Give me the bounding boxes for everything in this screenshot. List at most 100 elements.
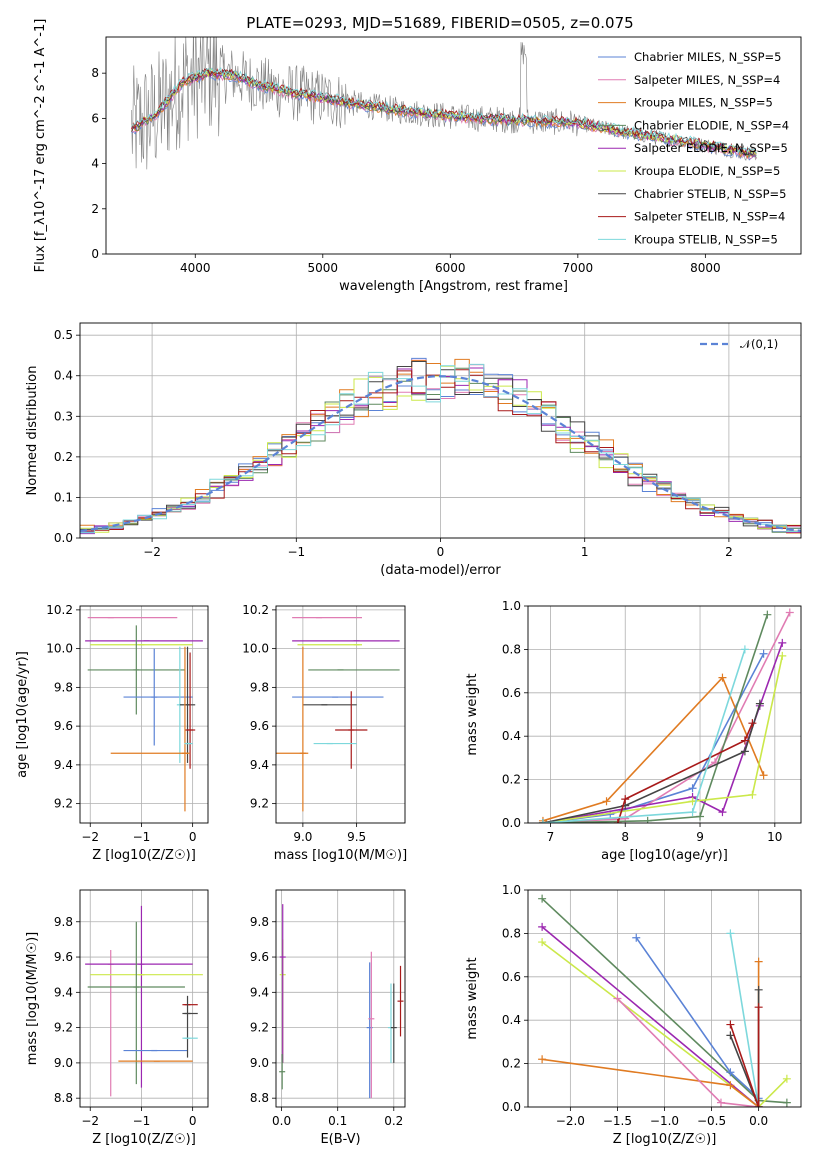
mass-weight-vs-age-panel: 7 8 9 10 0.0 0.2 0.4 0.6 0.8 1.0 age [log10(age/yr… [465, 599, 802, 863]
histogram-steps [80, 357, 801, 535]
weight-point-marker [785, 608, 794, 617]
legend-entry: Salpeter MILES, N_SSP=4 [634, 73, 780, 87]
weight-point-marker [643, 816, 652, 823]
weight-point-marker [716, 1098, 725, 1107]
x-tick-label: 8000 [690, 261, 721, 275]
y-axis-label: mass weight [465, 957, 480, 1039]
y-tick-label: 9.6 [250, 719, 269, 733]
spectrum-lines [131, 37, 757, 170]
y-tick-label: 0.6 [502, 686, 521, 700]
legend-entry: Salpeter STELIB, N_SSP=4 [634, 210, 785, 224]
legend-entry: Kroupa MILES, N_SSP=5 [634, 96, 773, 110]
axes-frame [527, 605, 802, 824]
y-tick-label: 1.0 [502, 883, 521, 897]
y-tick-label: 9.8 [250, 680, 269, 694]
y-tick-label: 9.0 [54, 1056, 73, 1070]
weight-point-marker [621, 795, 630, 804]
axes-frame [527, 889, 802, 1108]
x-tick-label: 9.0 [293, 830, 312, 844]
weight-point-marker [754, 1103, 763, 1107]
y-tick-label: 0.0 [502, 1100, 521, 1114]
axes-frame [79, 322, 802, 539]
weight-lines [538, 608, 794, 823]
errorbars [85, 617, 203, 812]
legend-entry: 𝒩(0,1) [740, 337, 778, 351]
y-tick-label: 6 [91, 111, 99, 125]
y-tick-label: 9.8 [250, 915, 269, 929]
x-axis-label: age [log10(age/yr)] [601, 848, 728, 863]
observed-spectrum [131, 37, 757, 170]
weight-point-marker [759, 649, 768, 658]
x-tick-label: 0 [189, 830, 197, 844]
x-axis-label: mass [log10(M/M☉)] [274, 848, 407, 863]
model-spectrum [131, 68, 757, 156]
errorbars [276, 617, 400, 812]
axes-frame [79, 889, 209, 1108]
weight-point-marker [696, 812, 705, 821]
x-tick-label: 5000 [308, 261, 339, 275]
weight-series-line [542, 614, 769, 823]
errorbars [85, 905, 203, 1097]
weight-point-marker [613, 994, 622, 1003]
y-tick-label: 0.8 [502, 642, 521, 656]
x-tick-label: 0 [189, 1114, 197, 1128]
y-tick-label: 9.0 [250, 1056, 269, 1070]
y-tick-label: 9.2 [54, 797, 73, 811]
x-tick-label: −1 [133, 1114, 151, 1128]
y-tick-label: 0 [91, 247, 99, 261]
y-tick-label: 10.0 [242, 642, 269, 656]
x-tick-label: −0.5 [697, 1114, 726, 1128]
legend-entry: Chabrier MILES, N_SSP=5 [634, 50, 781, 64]
x-tick-label: −2 [81, 830, 99, 844]
weight-point-marker [613, 819, 622, 823]
weight-point-marker [726, 1068, 735, 1077]
weight-point-marker [748, 790, 757, 799]
y-tick-label: 2 [91, 202, 99, 216]
x-axis-label: wavelength [Angstrom, rest frame] [339, 279, 568, 294]
axes-frame [79, 605, 209, 824]
normal-curve [80, 375, 801, 532]
weight-point-marker [632, 933, 641, 942]
weight-point-marker [778, 638, 787, 647]
weight-point-marker [754, 957, 763, 966]
y-tick-label: 9.4 [250, 758, 269, 772]
weight-series-line [542, 703, 761, 823]
weight-point-marker [688, 784, 697, 793]
y-tick-label: 0.2 [502, 1057, 521, 1071]
residual-histogram-panel: −2 −1 0 1 2 0.0 0.1 0.2 0.3 0.4 0.5 (data-model)/er… [25, 322, 802, 578]
y-tick-label: 0.4 [502, 1013, 521, 1027]
x-tick-label: 0.1 [328, 1114, 347, 1128]
y-tick-label: 9.6 [54, 719, 73, 733]
y-tick-label: 0.2 [54, 450, 73, 464]
weight-series-line [542, 655, 784, 823]
x-tick-label: −1 [133, 830, 151, 844]
legend-entry: Salpeter ELODIE, N_SSP=5 [634, 141, 788, 155]
weight-point-marker [538, 938, 547, 947]
axes-frame [275, 889, 406, 1108]
model-spectrum [131, 67, 757, 154]
weight-point-marker [740, 736, 749, 745]
y-axis-label: age [log10(age/yr)] [15, 651, 30, 778]
y-tick-label: 0.1 [54, 490, 73, 504]
x-tick-label: −2 [81, 1114, 99, 1128]
y-axis-label: mass [log10(M/M☉)] [25, 932, 40, 1065]
x-tick-label: −2 [143, 545, 161, 559]
x-tick-label: 6000 [435, 261, 466, 275]
age-vs-metallicity-panel: −2 −1 0 9.2 9.4 9.6 9.8 10.0 10.2 Z [log10(Z/Z☉)]… [15, 603, 209, 863]
legend-entry: Kroupa STELIB, N_SSP=5 [634, 232, 778, 246]
weight-point-marker [782, 1074, 791, 1083]
x-tick-label: 4000 [180, 261, 211, 275]
weight-lines [538, 894, 791, 1107]
legend-entry: Kroupa ELODIE, N_SSP=5 [634, 164, 780, 178]
y-axis-label: Normed distribution [25, 366, 40, 496]
x-tick-label: 1 [581, 545, 589, 559]
y-axis-label: mass weight [465, 673, 480, 755]
x-tick-label: 7 [547, 830, 555, 844]
y-tick-label: 9.2 [250, 797, 269, 811]
mass-weight-vs-metallicity-panel: −2.0 −1.5 −1.0 −0.5 0.0 0.0 0.2 0.4 0.6 0.8 1.0 Z [… [465, 883, 802, 1147]
weight-point-marker [778, 651, 787, 660]
weight-point-marker [726, 1020, 735, 1029]
weight-point-marker [538, 894, 547, 903]
weight-series-line [542, 676, 765, 822]
x-tick-label: 9.5 [347, 830, 366, 844]
